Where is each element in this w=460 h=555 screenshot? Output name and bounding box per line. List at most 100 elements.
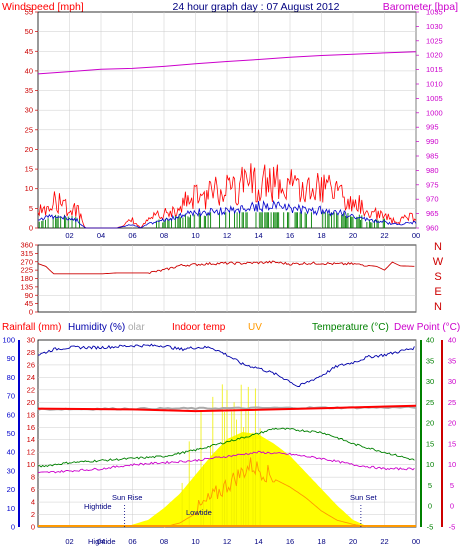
rain-tick-label: 20 (27, 398, 35, 407)
tick-label: 10 (25, 184, 33, 193)
x-tick-label: 10 (191, 231, 199, 240)
temp-tick-label: 15 (426, 439, 434, 448)
humidity-tick-label: 90 (7, 354, 15, 363)
dewpoint-tick-label: 30 (448, 377, 456, 386)
legend-entry: Indoor temp (172, 322, 226, 333)
compass-letter: E (434, 286, 441, 298)
rain-tick-label: 22 (27, 385, 35, 394)
tick-label: 35 (25, 86, 33, 95)
x-tick-label: 10 (191, 537, 199, 546)
x-axis-3: 02 04 06 08 10 12 14 16 18 20 22 00 (65, 537, 420, 546)
humidity-tick-label: 20 (7, 485, 15, 494)
tick-label: 990 (426, 137, 439, 146)
windspeed-label: Windspeed [mph] (2, 1, 84, 13)
rain-tick-label: 18 (27, 410, 35, 419)
tick-label: 985 (426, 152, 439, 161)
panel-temperature: Rainfall (mm) Humidity (%) olar Indoor temp… (2, 322, 460, 546)
tick-label: 1010 (426, 80, 443, 89)
tick-label: 5 (29, 204, 33, 213)
annotation-hightide-axis: Hightide (88, 537, 116, 546)
humidity-tick-label: 80 (7, 373, 15, 382)
tick-label: 45 (25, 299, 33, 308)
uv-line (163, 457, 368, 528)
annotation-hightide: Hightide (84, 502, 112, 511)
rain-tick-label: 16 (27, 423, 35, 432)
rain-tick-label: 12 (27, 448, 35, 457)
panel-wind-barometer: Windspeed [mph] 24 hour graph day : 07 A… (2, 1, 458, 240)
solar-fill (124, 384, 369, 527)
tick-label: 1030 (426, 22, 443, 31)
dewpoint-tick-label: 15 (448, 439, 456, 448)
tick-label: 1000 (426, 108, 443, 117)
humidity-tick-label: 40 (7, 448, 15, 457)
x-tick-label: 18 (317, 231, 325, 240)
tick-label: 135 (20, 282, 33, 291)
x-axis-1: 02 04 06 08 10 12 14 16 18 20 22 00 (65, 231, 420, 240)
barometer-line (37, 51, 417, 75)
tick-label: 30 (25, 106, 33, 115)
tick-label: 960 (426, 224, 439, 233)
tick-label: 55 (25, 8, 33, 17)
temp-tick-label: 30 (426, 377, 434, 386)
tick-label: 1035 (426, 8, 443, 17)
tick-label: 975 (426, 180, 439, 189)
x-tick-label: 04 (97, 231, 105, 240)
direction-line (37, 260, 415, 275)
dewpoint-line (37, 450, 415, 474)
dewpoint-tick-label: 35 (448, 356, 456, 365)
rain-tick-label: 10 (27, 460, 35, 469)
tick-label: 1025 (426, 36, 443, 45)
rain-tick-label: 26 (27, 360, 35, 369)
x-tick-label: 12 (223, 231, 231, 240)
rain-tick-label: 0 (31, 523, 35, 532)
annotation-lowtide: Lowtide (186, 508, 212, 517)
temperature-line (37, 427, 415, 468)
x-tick-label: 20 (349, 231, 357, 240)
compass-letter: S (434, 271, 441, 283)
x-tick-label: 08 (160, 231, 168, 240)
legend-entry: Dew Point (°C) (394, 322, 460, 333)
rain-tick-label: 2 (31, 510, 35, 519)
temp-tick-label: 5 (428, 481, 432, 490)
tick-label: 360 (20, 241, 33, 250)
temp-tick-label: 0 (428, 502, 432, 511)
series-1 (37, 51, 417, 229)
humidity-tick-label: 70 (7, 392, 15, 401)
x-tick-label: 08 (160, 537, 168, 546)
legend-entry: Rainfall (mm) (2, 322, 61, 333)
x-tick-label: 00 (412, 537, 420, 546)
compass-letter: W (433, 256, 444, 268)
compass-letter: N (434, 301, 442, 313)
dewpoint-tick-label: 5 (450, 481, 454, 490)
series-3 (37, 343, 417, 528)
tick-label: 180 (20, 274, 33, 283)
x-tick-label: 06 (128, 537, 136, 546)
x-tick-label: 02 (65, 537, 73, 546)
x-tick-label: 22 (380, 537, 388, 546)
tick-label: 965 (426, 209, 439, 218)
x-tick-label: 06 (128, 231, 136, 240)
tick-label: 970 (426, 195, 439, 204)
series-2 (37, 260, 415, 275)
humidity-tick-label: 30 (7, 466, 15, 475)
temp-tick-label: 25 (426, 398, 434, 407)
x-tick-label: 16 (286, 231, 294, 240)
rain-tick-label: 30 (27, 336, 35, 345)
dewpoint-tick-label: 10 (448, 460, 456, 469)
axes-3: 0246810121416182022242628300102030405060… (2, 336, 456, 532)
annotation-sunrise: Sun Rise (112, 493, 142, 502)
tick-label: 1005 (426, 94, 443, 103)
tick-label: 980 (426, 166, 439, 175)
rain-tick-label: 8 (31, 473, 35, 482)
windspeed-avg-line (37, 199, 417, 229)
humidity-tick-label: 50 (7, 429, 15, 438)
tick-label: 995 (426, 123, 439, 132)
legend-entry: Temperature (°C) (312, 322, 389, 333)
dewpoint-tick-label: -5 (449, 523, 456, 532)
barometer-axis: 960 965 970 975 980 985 990 995 1000 1005 1010 1015… (416, 8, 443, 233)
legend-entry: Humidity (%) (68, 322, 125, 333)
